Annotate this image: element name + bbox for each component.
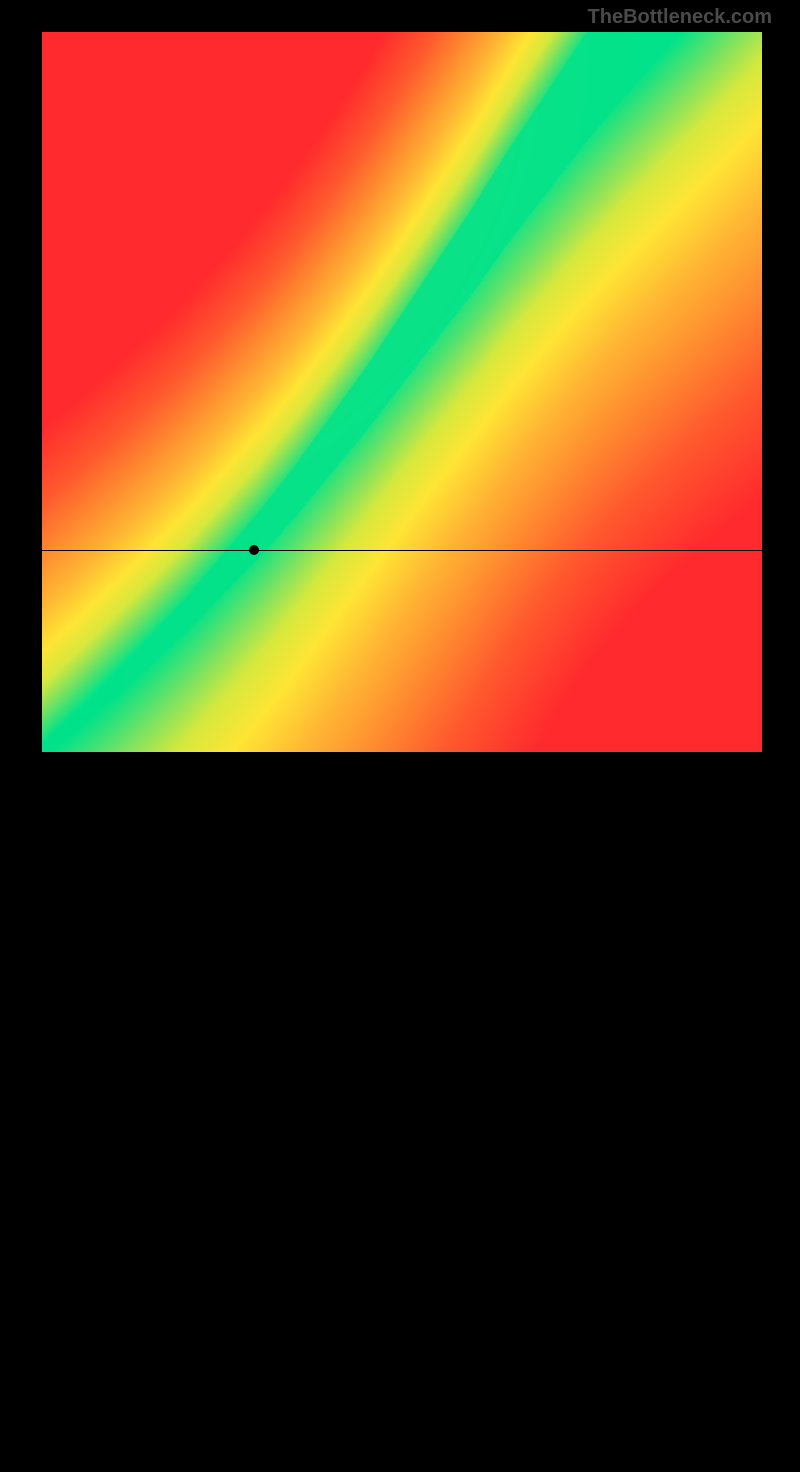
crosshair-marker	[249, 545, 259, 555]
crosshair-horizontal	[42, 550, 762, 551]
crosshair-vertical	[254, 752, 255, 1472]
heatmap-canvas	[42, 32, 762, 752]
watermark-text: TheBottleneck.com	[588, 6, 772, 29]
heatmap-plot	[42, 32, 762, 752]
